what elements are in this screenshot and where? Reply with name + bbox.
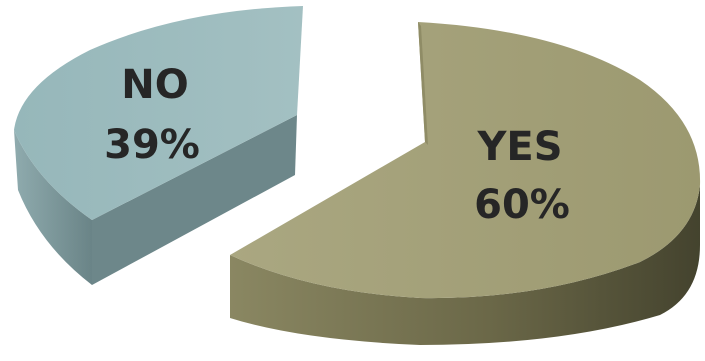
slice-no-label: NO (121, 62, 188, 108)
slice-yes-label: YES (476, 124, 562, 170)
slice-no: NO 39% (14, 6, 303, 285)
slice-yes-side (230, 185, 700, 345)
slice-yes-top (230, 22, 701, 299)
slice-no-cut-face (92, 115, 297, 285)
slice-no-side (14, 130, 92, 285)
slice-no-top (14, 6, 303, 220)
slice-no-value-label: 39% (104, 122, 200, 168)
slice-yes-inner-face (418, 22, 428, 145)
slice-yes-value-label: 60% (474, 182, 570, 228)
slice-yes: YES 60% (230, 22, 701, 345)
